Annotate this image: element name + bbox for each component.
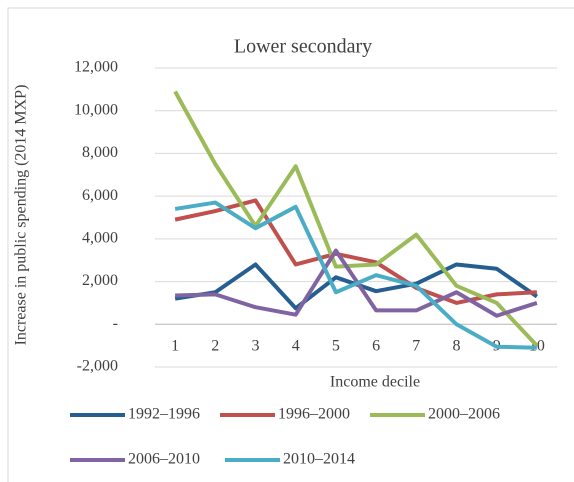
- x-tick-label: 3: [252, 338, 260, 355]
- y-tick-label: -: [113, 315, 118, 332]
- y-tick-label: 2,000: [82, 272, 118, 289]
- series-line: [175, 248, 538, 318]
- series-line: [174, 198, 538, 305]
- y-axis-label: Increase in public spending (2014 MXP): [13, 85, 30, 346]
- y-tick-label: 12,000: [74, 59, 118, 76]
- x-tick-label: 4: [292, 338, 300, 355]
- y-tick-label: -2,000: [77, 358, 118, 375]
- x-tick-label: 6: [372, 338, 380, 355]
- legend-label: 2006–2010: [128, 451, 200, 468]
- y-tick-label: 6,000: [82, 187, 118, 204]
- legend-label: 1996–2000: [278, 406, 350, 423]
- y-tick-label: 4,000: [82, 230, 118, 247]
- x-axis-label: Income decile: [330, 374, 420, 391]
- x-tick-label: 5: [332, 338, 340, 355]
- series-line: [174, 200, 537, 350]
- x-tick-label: 1: [171, 338, 179, 355]
- x-tick-label: 7: [412, 338, 420, 355]
- legend-label: 1992–1996: [128, 406, 200, 423]
- series-line: [174, 262, 539, 311]
- y-tick-label: 10,000: [74, 101, 118, 118]
- y-tick-label: 8,000: [82, 144, 118, 161]
- series-line: [173, 90, 539, 348]
- chart-border: [7, 7, 574, 482]
- x-tick-label: 8: [453, 338, 461, 355]
- chart-title: Lower secondary: [234, 36, 372, 58]
- x-tick-label: 2: [211, 338, 219, 355]
- legend-label: 2010–2014: [283, 451, 355, 468]
- legend-label: 2000–2006: [428, 406, 500, 423]
